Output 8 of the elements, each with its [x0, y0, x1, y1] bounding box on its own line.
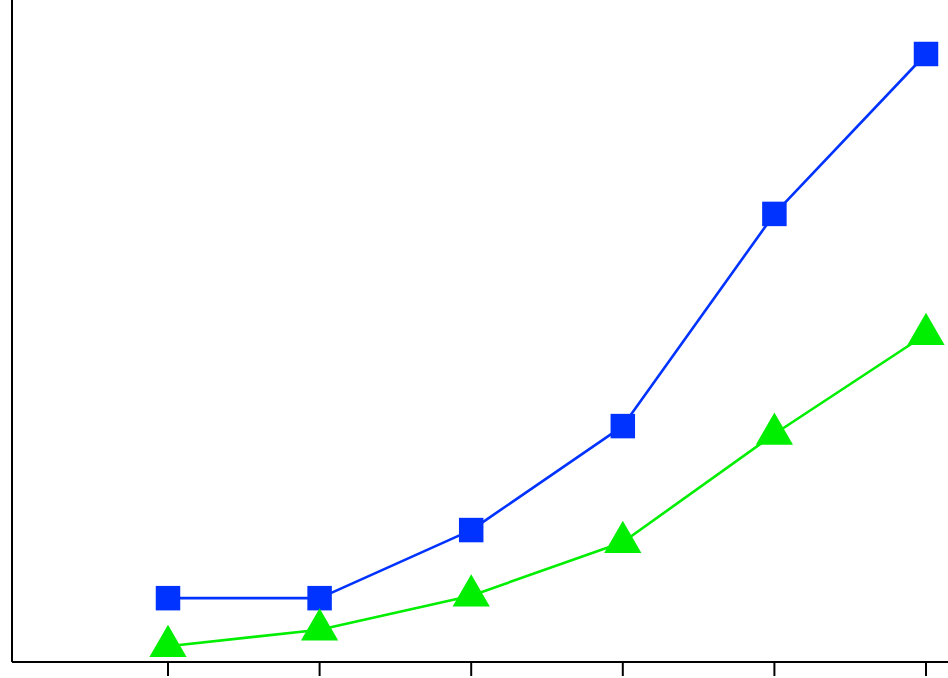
- point: [907, 312, 945, 346]
- point: [300, 608, 339, 641]
- point: [762, 201, 787, 227]
- point: [452, 574, 490, 607]
- point: [913, 41, 939, 67]
- point: [755, 412, 794, 445]
- point: [604, 520, 642, 553]
- point: [149, 624, 187, 657]
